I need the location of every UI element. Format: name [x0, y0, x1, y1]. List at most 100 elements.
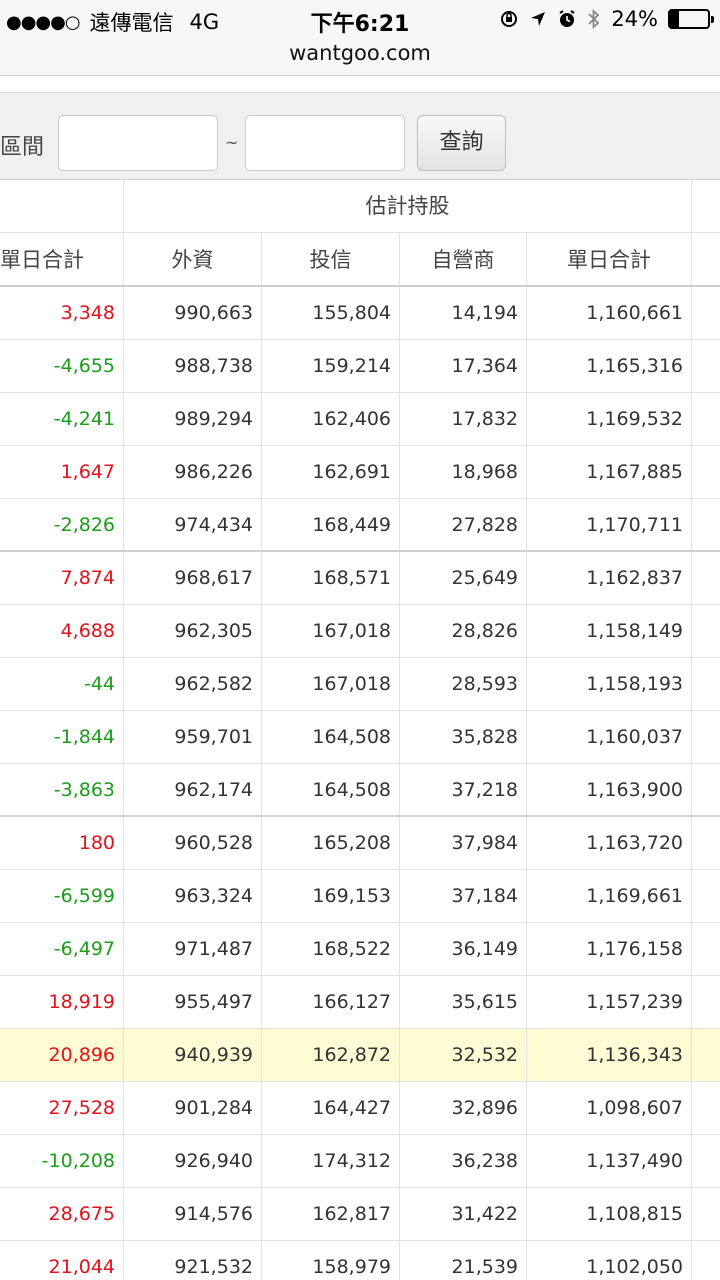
dealer-holding-cell: 17,364: [451, 355, 518, 377]
trust-holding-cell: 167,018: [312, 620, 391, 642]
range-end-input[interactable]: [245, 115, 405, 171]
column-divider: [399, 764, 400, 815]
query-button[interactable]: 查詢: [417, 115, 506, 171]
table-row[interactable]: -10,208 926,940 174,312 36,238 1,137,490: [0, 1135, 720, 1188]
column-divider: [691, 446, 692, 498]
url-text: wantgoo.com: [289, 41, 431, 65]
column-divider: [261, 658, 262, 710]
table-row[interactable]: -4,655 988,738 159,214 17,364 1,165,316: [0, 340, 720, 393]
total-holding-cell: 1,102,050: [586, 1256, 683, 1278]
column-divider: [261, 711, 262, 763]
status-left: ●●●●○ 遠傳電信 4G: [6, 7, 219, 37]
range-start-input[interactable]: [58, 115, 218, 171]
table-row[interactable]: -4,241 989,294 162,406 17,832 1,169,532: [0, 393, 720, 446]
column-divider: [691, 605, 692, 657]
column-divider: [123, 499, 124, 550]
column-divider: [526, 658, 527, 710]
table-row[interactable]: -6,497 971,487 168,522 36,149 1,176,158: [0, 923, 720, 976]
column-divider: [399, 711, 400, 763]
table-row[interactable]: 20,896 940,939 162,872 32,532 1,136,343: [0, 1029, 720, 1082]
table-row[interactable]: -44 962,582 167,018 28,593 1,158,193: [0, 658, 720, 711]
column-divider: [526, 340, 527, 392]
trust-holding-cell: 168,522: [312, 938, 391, 960]
foreign-holding-cell: 968,617: [174, 567, 253, 589]
column-divider: [399, 605, 400, 657]
daily-change-cell: 7,874: [60, 567, 115, 589]
range-separator: ~: [225, 133, 239, 152]
dealer-holding-cell: 35,615: [451, 991, 518, 1013]
dealer-holding-cell: 17,832: [451, 408, 518, 430]
column-divider: [399, 340, 400, 392]
table-row[interactable]: 1,647 986,226 162,691 18,968 1,167,885: [0, 446, 720, 499]
column-divider: [691, 1029, 692, 1081]
column-divider: [123, 817, 124, 869]
col-dealer-header[interactable]: 自營商: [431, 248, 495, 272]
total-holding-cell: 1,098,607: [586, 1097, 683, 1119]
table-group-header-row: 估計持股: [0, 180, 720, 233]
table-row[interactable]: 180 960,528 165,208 37,984 1,163,720: [0, 817, 720, 870]
col-daily-total-header[interactable]: 單日合計: [0, 248, 84, 272]
table-row[interactable]: -6,599 963,324 169,153 37,184 1,169,661: [0, 870, 720, 923]
col-trust-header[interactable]: 投信: [309, 248, 352, 272]
foreign-holding-cell: 963,324: [174, 885, 253, 907]
column-divider: [691, 870, 692, 922]
foreign-holding-cell: 914,576: [174, 1203, 253, 1225]
column-divider: [526, 711, 527, 763]
column-divider: [691, 340, 692, 392]
range-label: 區間: [0, 135, 45, 160]
total-holding-cell: 1,165,316: [586, 355, 683, 377]
column-divider: [526, 976, 527, 1028]
estimated-holdings-header: 估計持股: [365, 194, 450, 218]
column-divider: [526, 393, 527, 445]
daily-change-cell: -6,599: [53, 885, 115, 907]
foreign-holding-cell: 940,939: [174, 1044, 253, 1066]
column-divider: [526, 870, 527, 922]
column-divider: [123, 1188, 124, 1240]
column-divider: [399, 233, 400, 285]
column-divider: [123, 1082, 124, 1134]
total-holding-cell: 1,163,900: [586, 779, 683, 801]
status-right: 24%: [499, 7, 714, 31]
foreign-holding-cell: 990,663: [174, 302, 253, 324]
column-divider: [123, 287, 124, 339]
address-bar[interactable]: wantgoo.com: [0, 40, 720, 76]
column-divider: [261, 1241, 262, 1280]
table-row[interactable]: 4,688 962,305 167,018 28,826 1,158,149: [0, 605, 720, 658]
foreign-holding-cell: 986,226: [174, 461, 253, 483]
foreign-holding-cell: 962,305: [174, 620, 253, 642]
foreign-holding-cell: 989,294: [174, 408, 253, 430]
carrier-name: 遠傳電信: [89, 11, 174, 35]
trust-holding-cell: 164,508: [312, 779, 391, 801]
table-row[interactable]: -1,844 959,701 164,508 35,828 1,160,037: [0, 711, 720, 764]
table-row[interactable]: -3,863 962,174 164,508 37,218 1,163,900: [0, 764, 720, 817]
dealer-holding-cell: 28,826: [451, 620, 518, 642]
table-row[interactable]: 21,044 921,532 158,979 21,539 1,102,050: [0, 1241, 720, 1280]
column-divider: [399, 446, 400, 498]
total-holding-cell: 1,160,661: [586, 302, 683, 324]
table-row[interactable]: 28,675 914,576 162,817 31,422 1,108,815: [0, 1188, 720, 1241]
col-holdings-total-header[interactable]: 單日合計: [567, 248, 651, 272]
column-divider: [691, 1188, 692, 1240]
col-foreign-header[interactable]: 外資: [171, 248, 214, 272]
foreign-holding-cell: 962,582: [174, 673, 253, 695]
daily-change-cell: 3,348: [60, 302, 115, 324]
foreign-holding-cell: 955,497: [174, 991, 253, 1013]
column-divider: [123, 1029, 124, 1081]
table-row[interactable]: -2,826 974,434 168,449 27,828 1,170,711: [0, 499, 720, 552]
trust-holding-cell: 162,817: [312, 1203, 391, 1225]
foreign-holding-cell: 921,532: [174, 1256, 253, 1278]
column-divider: [691, 817, 692, 869]
signal-strength-icon: ●●●●○: [6, 11, 81, 33]
column-divider: [261, 233, 262, 285]
daily-change-cell: 1,647: [60, 461, 115, 483]
column-divider: [261, 923, 262, 975]
trust-holding-cell: 164,508: [312, 726, 391, 748]
table-row[interactable]: 3,348 990,663 155,804 14,194 1,160,661: [0, 287, 720, 340]
table-row[interactable]: 27,528 901,284 164,427 32,896 1,098,607: [0, 1082, 720, 1135]
table-row[interactable]: 18,919 955,497 166,127 35,615 1,157,239: [0, 976, 720, 1029]
column-divider: [399, 1029, 400, 1081]
column-divider: [261, 393, 262, 445]
total-holding-cell: 1,162,837: [586, 567, 683, 589]
daily-change-cell: 21,044: [48, 1256, 115, 1278]
table-row[interactable]: 7,874 968,617 168,571 25,649 1,162,837: [0, 552, 720, 605]
